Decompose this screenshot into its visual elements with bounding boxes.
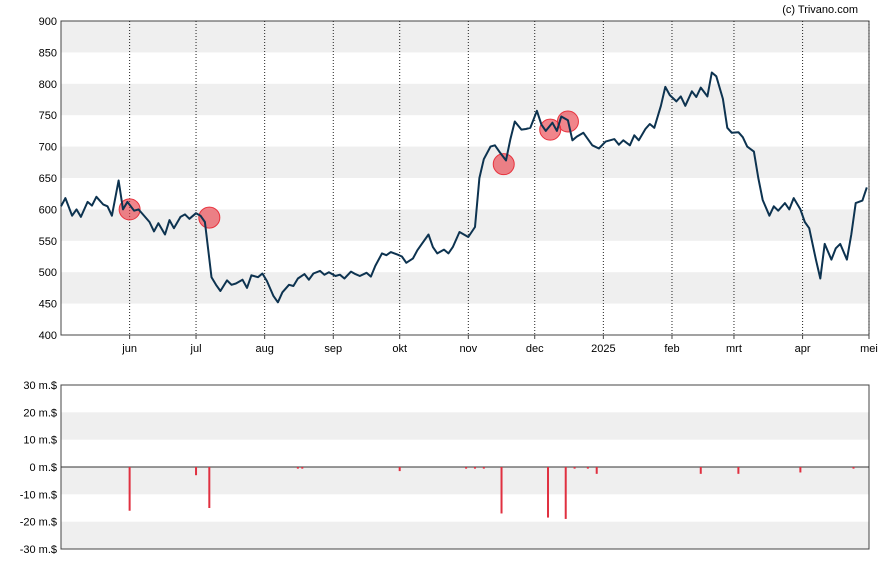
grid-band xyxy=(61,83,869,116)
volume-bar xyxy=(482,467,485,469)
volume-bar xyxy=(595,467,598,474)
y-tick-label: 20 m.$ xyxy=(23,407,57,419)
grid-band xyxy=(61,21,869,53)
volume-bar xyxy=(301,467,304,469)
volume-bar xyxy=(128,467,131,511)
y-tick-label: 550 xyxy=(39,236,57,248)
x-tick-label: feb xyxy=(664,343,679,355)
volume-panel: 30 m.$ 20 m.$ 10 m.$ 0 m.$ -10 m.$ -20 m.$ -30… xyxy=(20,380,870,556)
y-tick-label: 400 xyxy=(39,330,57,342)
x-tick-label: mrt xyxy=(726,343,742,355)
y-tick-label: -20 m.$ xyxy=(20,517,57,529)
grid-band xyxy=(61,467,869,495)
y-tick-label: 750 xyxy=(39,110,57,122)
y-tick-label: 600 xyxy=(39,204,57,216)
x-tick-label: okt xyxy=(392,343,407,355)
event-marker xyxy=(118,198,141,221)
volume-bar xyxy=(699,467,702,474)
grid-band xyxy=(61,412,869,440)
y-tick-label: 500 xyxy=(39,267,57,279)
volume-bar xyxy=(799,467,802,473)
y-tick-label: 900 xyxy=(39,16,57,28)
volume-bar xyxy=(296,467,299,469)
y-tick-label: 800 xyxy=(39,79,57,91)
x-tick-label: mei xyxy=(860,343,878,355)
volume-bar xyxy=(547,467,550,518)
y-tick-label: 30 m.$ xyxy=(23,380,57,392)
volume-bar xyxy=(473,467,476,469)
volume-bar xyxy=(465,467,468,469)
y-tick-label: 850 xyxy=(39,47,57,59)
x-tick-label: apr xyxy=(795,343,811,355)
price-panel: 400 450 500 550 600 650 700 750 800 850 900 jun jul a… xyxy=(39,16,878,355)
x-tick-label: dec xyxy=(526,343,544,355)
volume-bar xyxy=(398,467,401,472)
volume-bar xyxy=(586,467,589,469)
grid-band xyxy=(61,272,869,304)
x-tick-label: nov xyxy=(459,343,477,355)
volume-bar xyxy=(500,467,503,514)
y-tick-label: 700 xyxy=(39,142,57,154)
y-tick-label: -10 m.$ xyxy=(20,489,57,501)
y-tick-label: 650 xyxy=(39,173,57,185)
x-tick-label: 2025 xyxy=(591,343,615,355)
volume-bar xyxy=(208,467,211,508)
grid-band xyxy=(61,521,869,549)
x-tick-label: jul xyxy=(190,343,202,355)
volume-bar xyxy=(852,467,855,469)
x-tick-label: sep xyxy=(324,343,342,355)
x-tick-label: aug xyxy=(255,343,273,355)
volume-bar xyxy=(195,467,198,476)
volume-bar xyxy=(564,467,567,519)
x-tick-label: jun xyxy=(121,343,137,355)
y-tick-label: 0 m.$ xyxy=(29,462,57,474)
y-tick-label: 450 xyxy=(39,299,57,311)
event-marker xyxy=(492,153,515,176)
volume-bar xyxy=(737,467,740,474)
y-tick-label: -30 m.$ xyxy=(20,544,57,556)
grid-band xyxy=(61,146,869,178)
price-line xyxy=(60,71,868,304)
volume-bar xyxy=(573,467,576,469)
credit-text: (c) Trivano.com xyxy=(782,4,858,16)
y-tick-label: 10 m.$ xyxy=(23,435,57,447)
